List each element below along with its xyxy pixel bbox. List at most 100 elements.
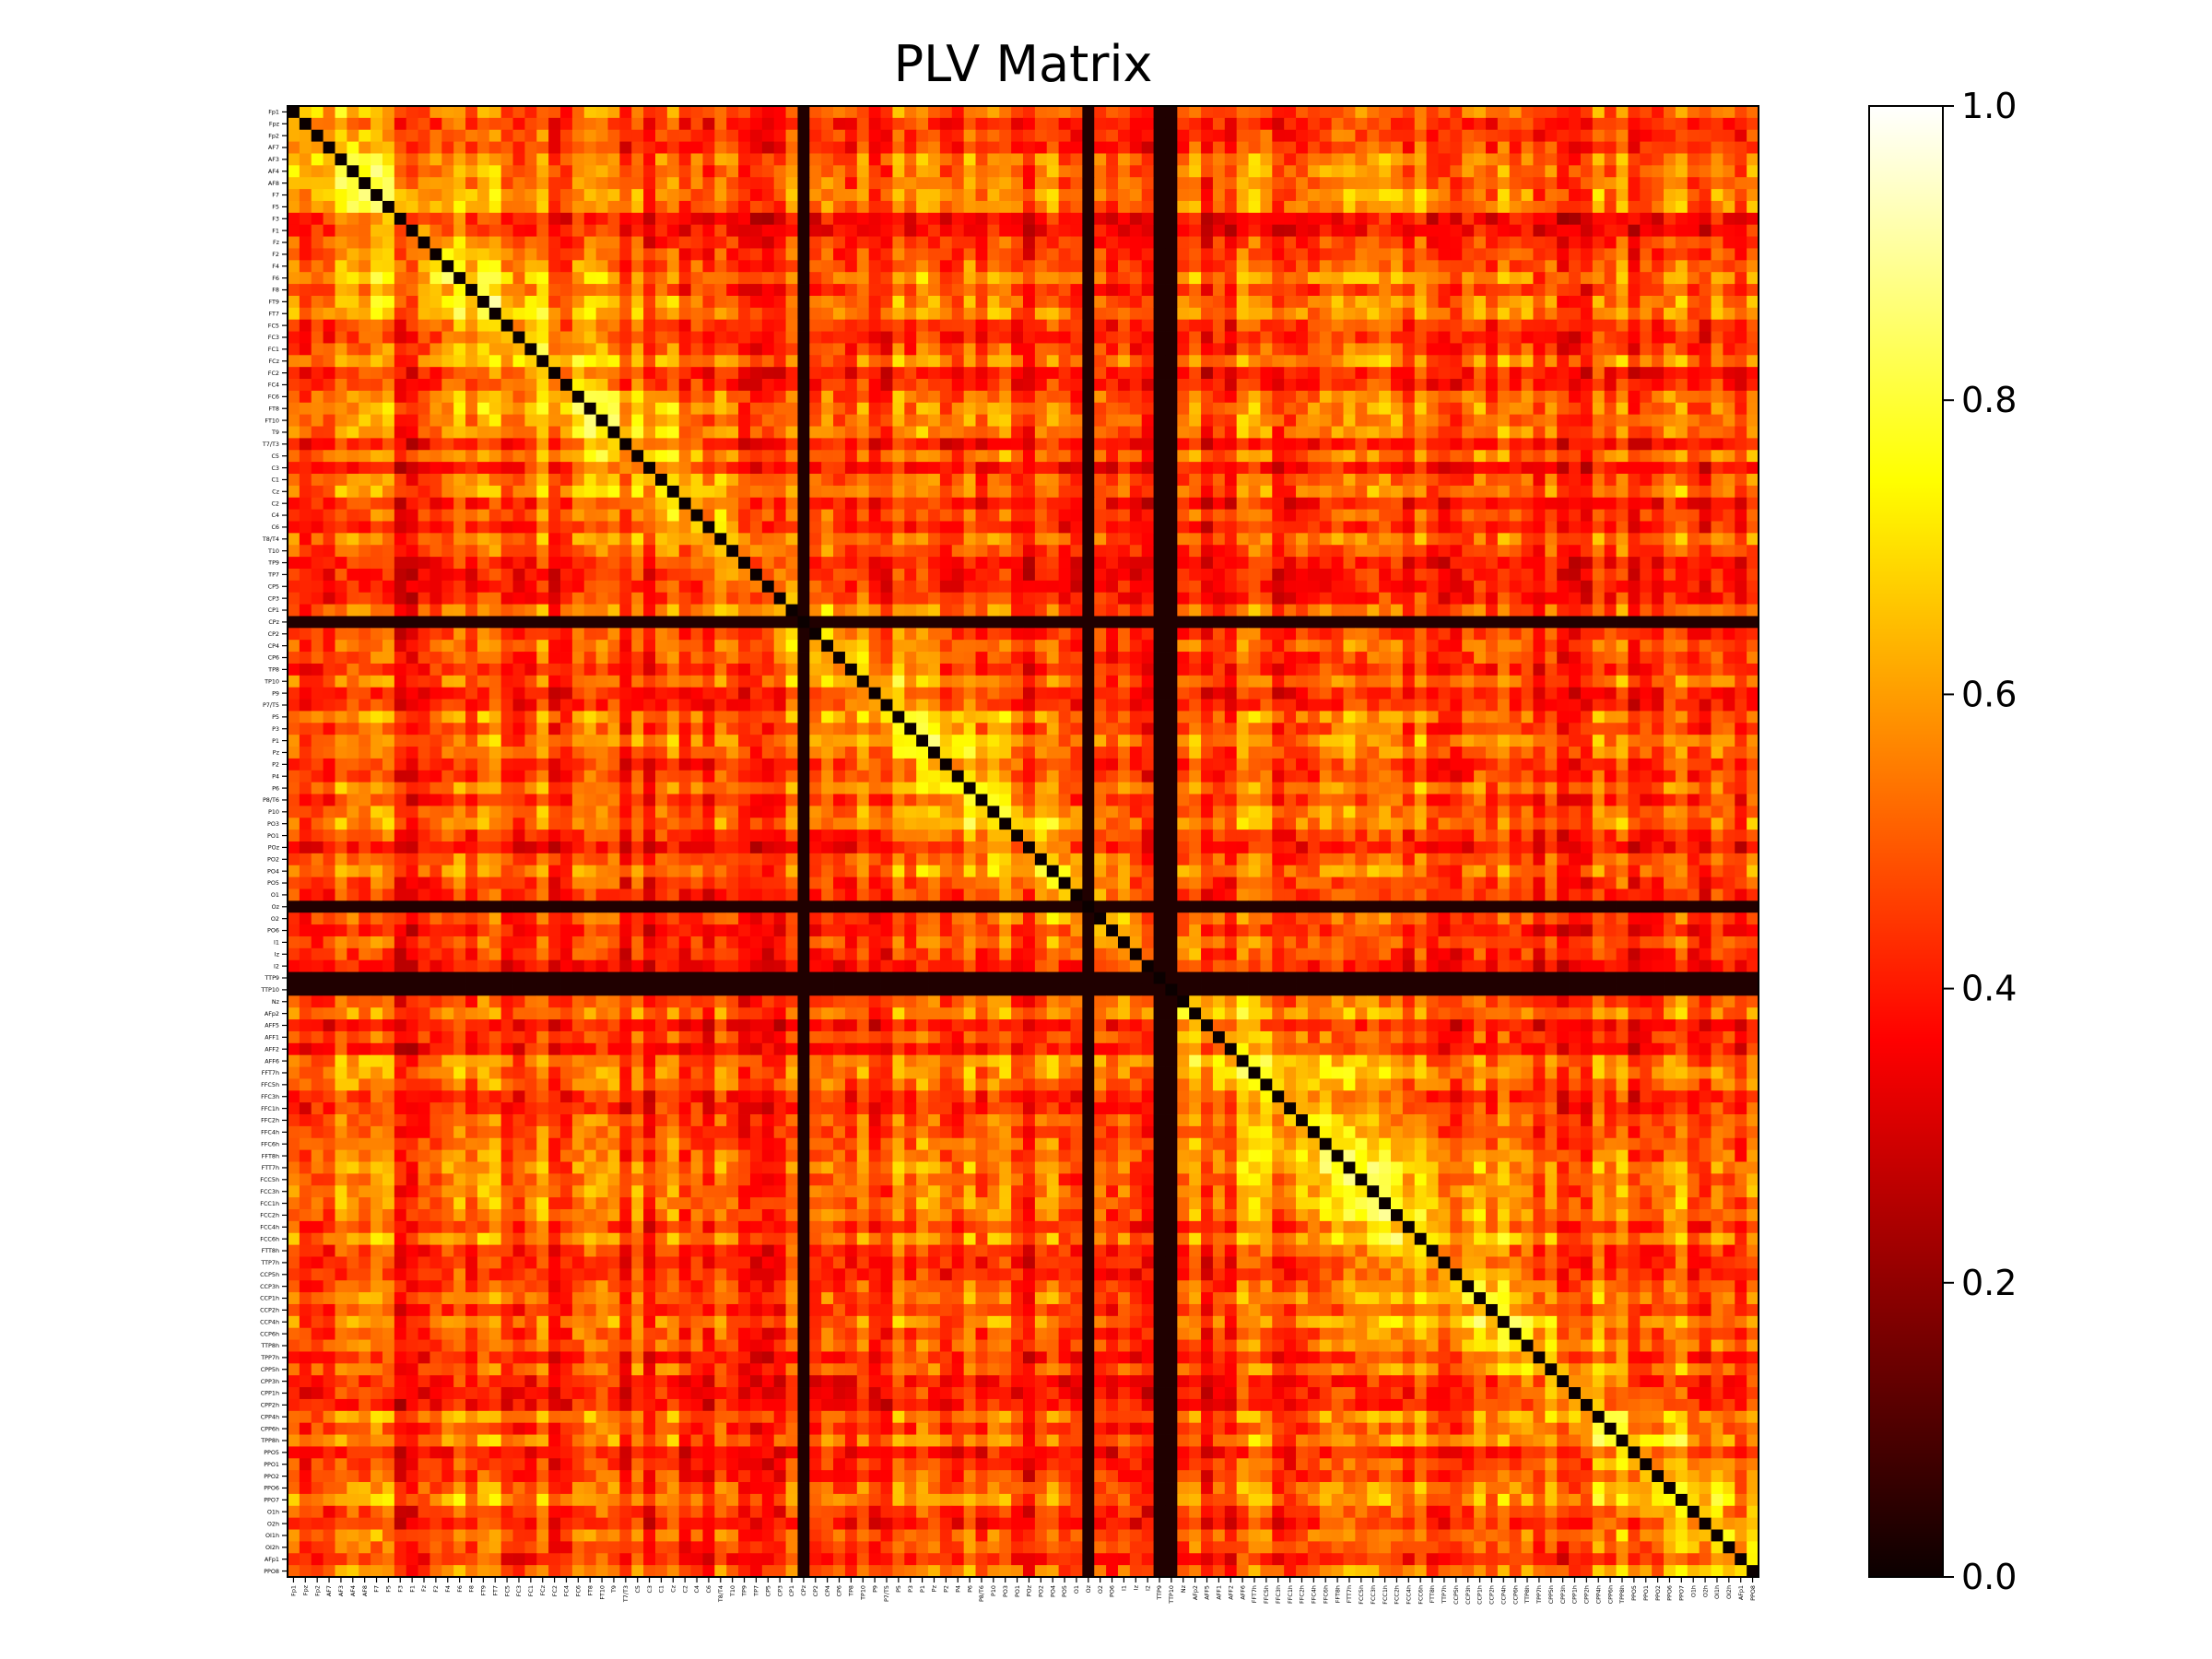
heatmap-cell <box>963 462 976 475</box>
heatmap-cell <box>583 509 597 522</box>
heatmap-cell <box>1699 295 1712 309</box>
heatmap-cell <box>631 307 644 321</box>
heatmap-cell <box>524 521 537 534</box>
heatmap-cell <box>536 236 549 249</box>
heatmap-cell <box>1248 117 1261 131</box>
heatmap-cell <box>1735 189 1747 202</box>
heatmap-cell <box>1509 568 1522 582</box>
heatmap-cell <box>1391 557 1404 570</box>
heatmap-cell <box>1557 106 1570 119</box>
heatmap-cell <box>512 200 525 214</box>
heatmap-cell <box>643 200 656 214</box>
heatmap-cell <box>1379 106 1392 119</box>
heatmap-cell <box>1117 307 1131 321</box>
heatmap-cell <box>429 153 442 166</box>
heatmap-cell <box>1545 474 1558 487</box>
heatmap-cell <box>1438 189 1451 202</box>
heatmap-cell <box>406 462 418 475</box>
heatmap-cell <box>1272 509 1285 522</box>
heatmap-cell <box>749 295 763 309</box>
heatmap-cell <box>1533 485 1546 499</box>
heatmap-cell <box>1153 367 1166 380</box>
heatmap-cell <box>1106 295 1119 309</box>
heatmap-cell <box>311 343 324 356</box>
heatmap-cell <box>928 521 941 534</box>
heatmap-cell <box>1165 177 1178 190</box>
heatmap-cell <box>1117 521 1131 534</box>
heatmap-cell <box>749 521 763 534</box>
heatmap-cell <box>1153 153 1166 166</box>
heatmap-cell <box>1509 260 1522 273</box>
heatmap-cell <box>1640 521 1653 534</box>
heatmap-cell <box>347 367 359 380</box>
heatmap-cell <box>1687 390 1700 404</box>
heatmap-cell <box>311 557 324 570</box>
heatmap-cell <box>1687 165 1700 178</box>
heatmap-cell <box>1355 319 1368 332</box>
heatmap-cell <box>1545 153 1558 166</box>
heatmap-cell <box>571 200 585 214</box>
heatmap-cell <box>987 485 1000 499</box>
heatmap-cell <box>477 462 490 475</box>
heatmap-cell <box>548 129 561 143</box>
heatmap-cell <box>785 355 798 368</box>
heatmap-cell <box>631 462 644 475</box>
heatmap-cell <box>999 402 1012 416</box>
heatmap-cell <box>1355 165 1368 178</box>
heatmap-cell <box>1592 153 1606 166</box>
heatmap-cell <box>500 129 513 143</box>
heatmap-cell <box>1687 284 1700 297</box>
heatmap-cell <box>1189 343 1202 356</box>
heatmap-cell <box>323 319 335 332</box>
heatmap-cell <box>797 106 810 119</box>
heatmap-cell <box>690 426 703 439</box>
heatmap-cell <box>1391 355 1404 368</box>
heatmap-cell <box>761 521 775 534</box>
heatmap-cell <box>371 557 383 570</box>
heatmap-cell <box>1569 402 1582 416</box>
heatmap-cell <box>1296 260 1309 273</box>
heatmap-cell <box>1367 284 1380 297</box>
heatmap-cell <box>335 390 347 404</box>
heatmap-cell <box>844 236 858 249</box>
heatmap-cell <box>347 402 359 416</box>
heatmap-cell <box>1438 379 1451 392</box>
heatmap-cell <box>1094 236 1107 249</box>
heatmap-cell <box>571 165 585 178</box>
heatmap-cell <box>928 426 941 439</box>
heatmap-cell <box>702 129 715 143</box>
heatmap-cell <box>1034 355 1048 368</box>
heatmap-cell <box>1616 236 1629 249</box>
heatmap-cell <box>288 557 300 570</box>
heatmap-cell <box>1141 521 1154 534</box>
heatmap-cell <box>1023 438 1036 451</box>
heatmap-cell <box>359 390 371 404</box>
heatmap-cell <box>512 319 525 332</box>
heatmap-cell <box>1402 355 1416 368</box>
heatmap-cell <box>347 129 359 143</box>
heatmap-cell <box>335 141 347 154</box>
heatmap-cell <box>1699 272 1712 285</box>
heatmap-cell <box>1675 343 1688 356</box>
heatmap-cell <box>1046 106 1060 119</box>
heatmap-cell <box>1023 533 1036 546</box>
heatmap-cell <box>892 248 905 261</box>
heatmap-cell <box>524 153 537 166</box>
heatmap-cell <box>631 153 644 166</box>
heatmap-cell <box>1189 557 1202 570</box>
heatmap-cell <box>1331 284 1344 297</box>
heatmap-cell <box>1129 106 1143 119</box>
heatmap-cell <box>785 390 798 404</box>
heatmap-cell <box>323 343 335 356</box>
heatmap-cell <box>1331 474 1344 487</box>
heatmap-cell <box>880 485 893 499</box>
heatmap-cell <box>1034 450 1048 463</box>
heatmap-cell <box>1569 236 1582 249</box>
heatmap-cell <box>856 165 870 178</box>
heatmap-cell <box>833 307 846 321</box>
heatmap-cell <box>1094 212 1107 226</box>
heatmap-cell <box>655 260 668 273</box>
heatmap-cell <box>1082 414 1095 427</box>
heatmap-cell <box>453 331 466 344</box>
heatmap-cell <box>1438 355 1451 368</box>
